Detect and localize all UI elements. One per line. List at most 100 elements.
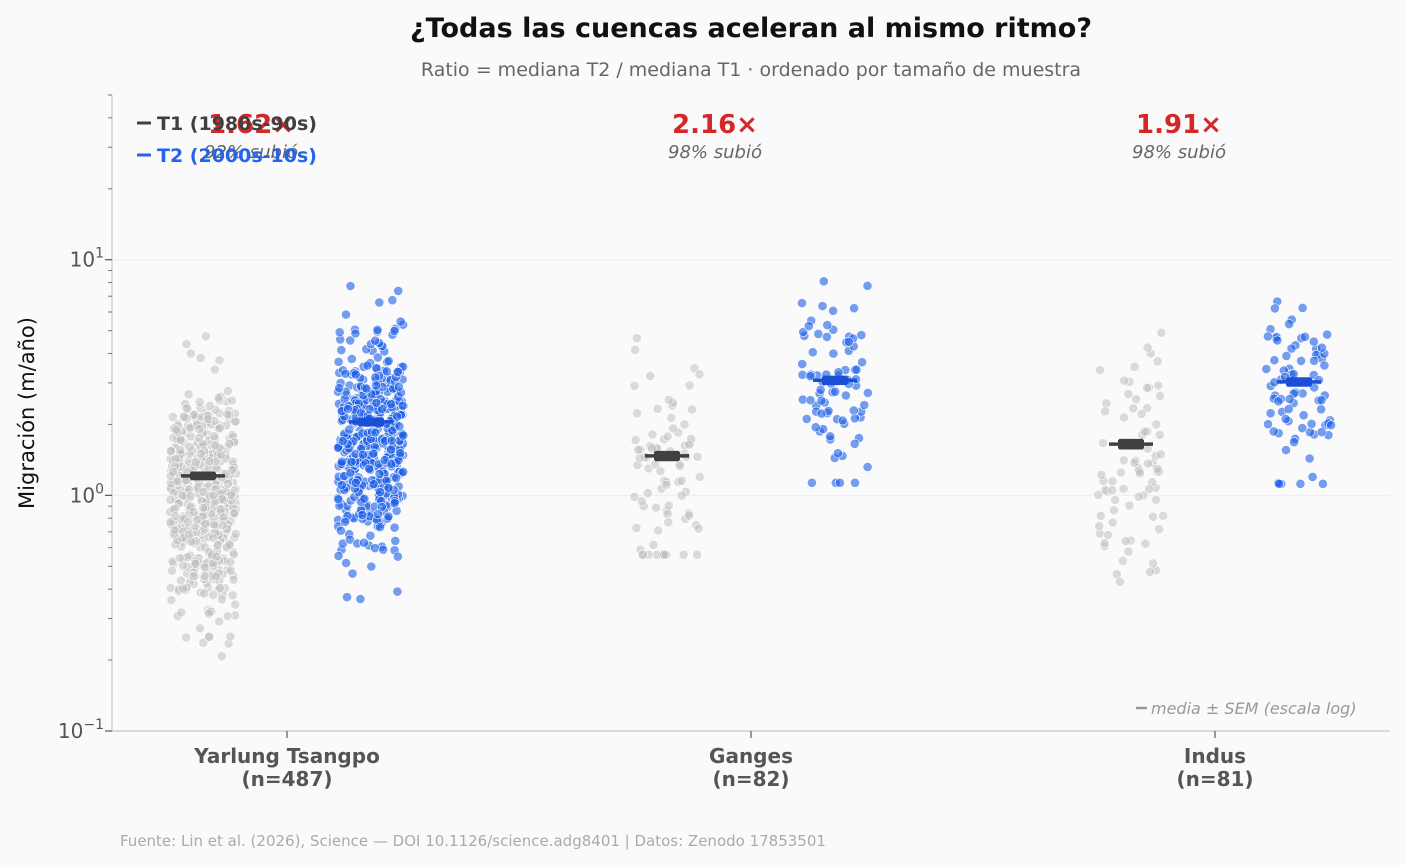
t1-point [1123,546,1134,557]
t1-point [687,404,697,415]
t2-point [344,424,355,435]
t2-point [1297,423,1308,433]
t1-point [211,571,221,582]
t2-point [386,435,397,446]
t1-point [1107,517,1118,528]
t1-point [661,479,672,490]
t1-point [194,397,205,407]
t1-point [170,511,181,521]
t1-point [174,553,185,563]
y-tick-exponent: 0 [95,481,104,497]
y-axis-label: Migración (m/año) [15,317,39,509]
t2-point [1318,478,1328,489]
t1-point [676,490,687,501]
t1-point [198,502,209,513]
t2-point [851,364,862,375]
t1-point [167,411,178,422]
t2-point [342,403,353,414]
t2-point [370,372,381,383]
mean-markers [181,375,1321,481]
t1-point [227,465,238,475]
t2-point [1263,419,1273,430]
t1-point [1116,467,1126,478]
x-tick-label: Indus [1184,744,1246,768]
t1-point [224,438,235,449]
t2-point [390,536,401,546]
t1-point [1156,327,1167,338]
t1-point [196,448,206,459]
t1-point [651,502,661,513]
t1-point [186,490,196,501]
t2-point [350,477,361,488]
t1-point [684,380,695,391]
t1-point [209,431,220,442]
t1-point [227,590,238,601]
t1-point [675,461,685,471]
t2-point [1263,331,1273,342]
t1-point [165,494,176,505]
t1-point [181,632,191,643]
t2-point [357,510,368,520]
t1-point [222,478,233,489]
t1-point [647,429,658,440]
t2-point [1284,319,1294,329]
t1-point [200,331,211,342]
grid-lines [112,259,1390,496]
t2-point [377,403,387,414]
t1-point [663,394,674,405]
t1-point [694,471,705,482]
t1-point [629,380,640,391]
t2-point [383,355,394,366]
t2-point [342,592,352,602]
t2-point [828,348,839,359]
annotation: media ± SEM (escala log) [1136,699,1357,718]
t2-point [347,568,358,579]
t2-point [1268,426,1279,437]
t1-point [1093,489,1104,500]
t1-point [1153,380,1164,391]
pct-up-label: 98% subió [1132,142,1226,163]
t1-point [1119,412,1130,423]
t2-point [857,357,867,368]
x-tick-label: Yarlung Tsangpo [193,744,380,768]
t1-point [188,571,199,582]
t2-point [392,586,403,597]
t2-point [1297,302,1308,313]
t2-point [1286,343,1297,354]
t1-point [195,623,205,634]
t1-point [216,651,227,662]
t2-point [333,356,344,367]
t2-point [1316,404,1326,415]
t2-point [362,360,373,371]
t2-point [372,352,383,363]
t2-point [1322,329,1332,340]
t2-point [389,498,400,508]
t2-point [386,459,397,469]
t1-point [165,446,176,457]
t1-point [1098,438,1108,448]
t2-point [1300,331,1310,342]
t1-point [1109,505,1119,516]
t1-point [1145,566,1155,577]
y-tick-exponent: −1 [83,717,104,733]
t1-point [1144,484,1154,494]
t1-point [636,496,647,507]
legend: T1 (1980s-90s) T2 (2000s-10s) [137,113,317,167]
x-tick-count: (n=82) [712,767,789,791]
t1-point [199,571,210,581]
chart-subtitle: Ratio = mediana T2 / mediana T1 · ordena… [421,59,1081,81]
t1-point [175,575,186,586]
t2-point [807,347,818,358]
t1-point [229,508,240,518]
t2-point [350,369,361,380]
t1-point [655,466,666,476]
t2-point [1319,360,1330,371]
t1-point [662,509,673,519]
t2-point [807,477,817,488]
t2-point [1304,453,1315,464]
t1-point [693,523,704,534]
t2-point [862,280,873,291]
t1-point [668,423,679,434]
